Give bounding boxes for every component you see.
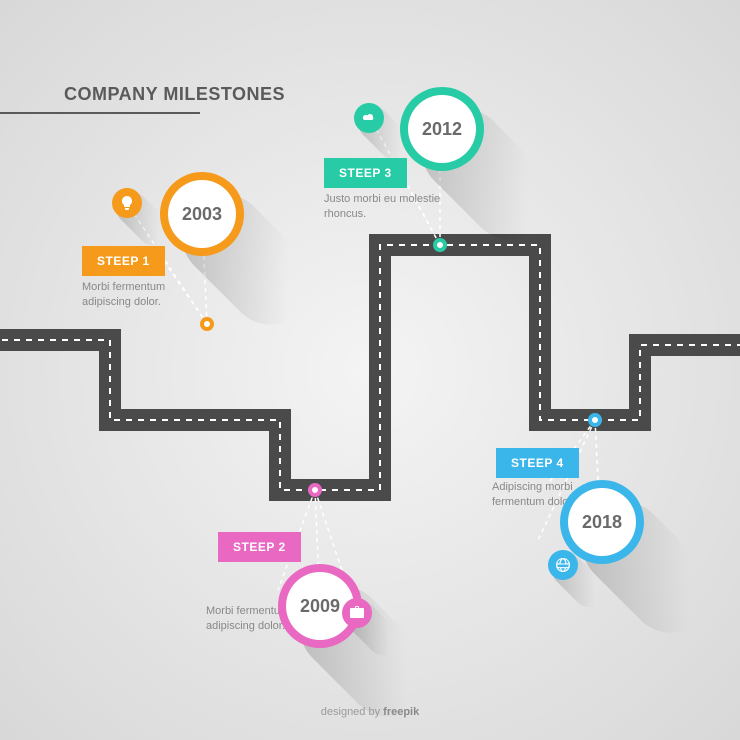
page-title: COMPANY MILESTONES [64, 84, 285, 105]
step3-road-dot [433, 238, 447, 252]
step2-briefcase-icon [342, 598, 372, 628]
step4-label: STEEP 4 [496, 448, 579, 478]
step1-description: Morbi fermentum adipiscing dolor. [82, 280, 212, 311]
step3-cloud-icon [354, 103, 384, 133]
step1-bulb-icon [112, 188, 142, 218]
step1-label: STEEP 1 [82, 246, 165, 276]
step2-label: STEEP 2 [218, 532, 301, 562]
step3-year-circle: 2012 [408, 95, 476, 163]
step4-globe-icon [548, 550, 578, 580]
title-underline [0, 112, 200, 114]
step3-label: STEEP 3 [324, 158, 407, 188]
step1-year-circle: 2003 [168, 180, 236, 248]
step4-road-dot [588, 413, 602, 427]
step2-road-dot [308, 483, 322, 497]
credit-line: designed by freepik [321, 706, 419, 718]
step1-road-dot [200, 317, 214, 331]
step3-description: Justo morbi eu molestie rhoncus. [324, 192, 454, 223]
step4-year-circle: 2018 [568, 488, 636, 556]
